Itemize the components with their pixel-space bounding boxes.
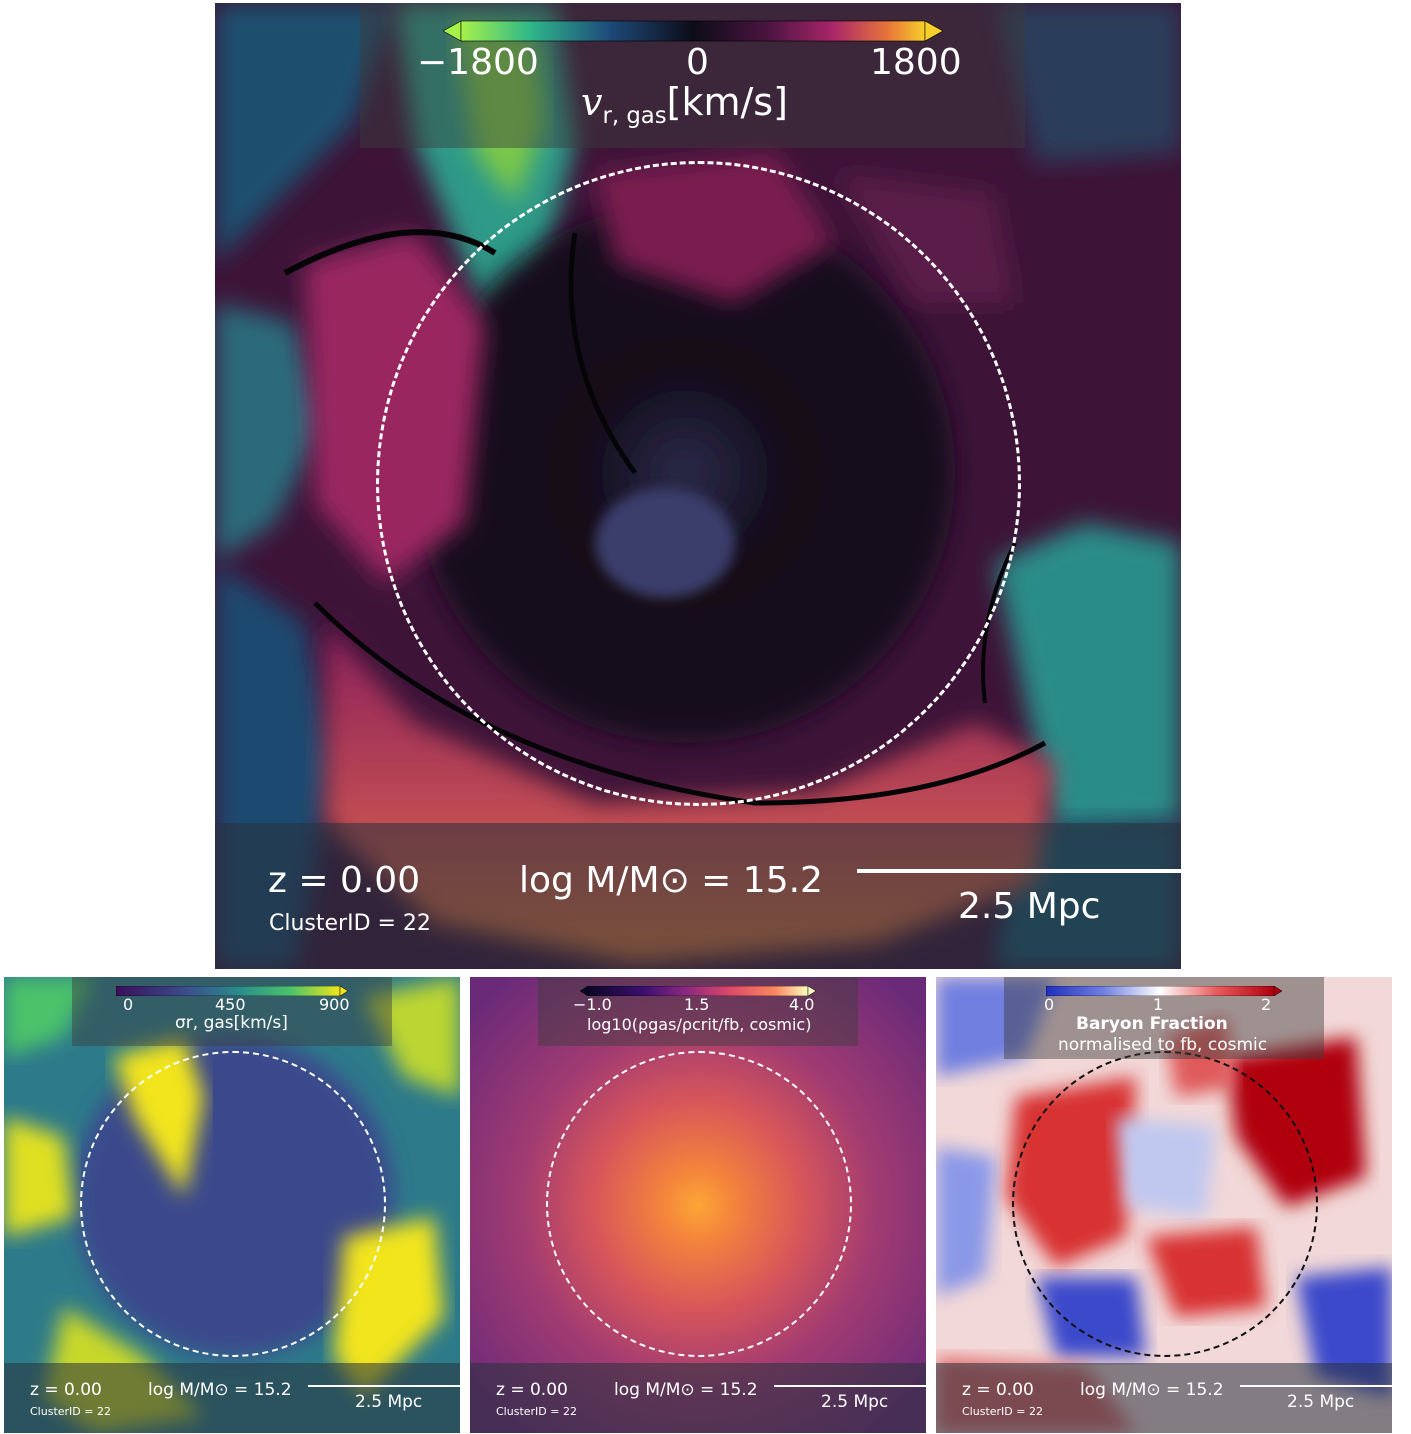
- redshift-label: z = 0.00: [962, 1380, 1034, 1400]
- redshift-label: z = 0.00: [30, 1380, 102, 1400]
- redshift-label: z = 0.00: [268, 860, 421, 901]
- colorbar-min-label: 0: [1044, 995, 1055, 1014]
- baryon-fraction-map-panel: 0 1 2 Baryon Fraction normalised to fb, …: [936, 977, 1392, 1433]
- colorbar-max-label: 1800: [870, 42, 962, 83]
- colorbar-min-label: −1800: [417, 42, 539, 83]
- colorbar-mid-label: 450: [215, 995, 246, 1014]
- redshift-label: z = 0.00: [496, 1380, 568, 1400]
- footer-band: [936, 1363, 1392, 1433]
- halo-mass-label: log M/M⊙ = 15.2: [519, 860, 823, 901]
- colorbar-quantity-label: vr, gas[km/s]: [581, 83, 788, 128]
- colorbar-unit: [km/s]: [666, 80, 788, 124]
- dispersion-colorbar: [116, 986, 348, 996]
- colorbar-min-label: 0: [123, 995, 134, 1014]
- footer-band: [4, 1363, 460, 1433]
- colorbar-mid-label: 1.5: [684, 995, 710, 1014]
- r200-dashed-circle: [546, 1051, 852, 1357]
- cluster-id-label: ClusterID = 22: [496, 1405, 577, 1418]
- main-velocity-map-panel: −1800 0 1800 vr, gas[km/s] z = 0.00 Clus…: [215, 3, 1181, 969]
- r200-dashed-circle: [80, 1051, 386, 1357]
- scale-bar-label: 2.5 Mpc: [958, 886, 1101, 927]
- colorbar-max-label: 900: [319, 995, 350, 1014]
- r200-dashed-circle: [376, 161, 1021, 806]
- colorbar-quantity-label: σr, gas[km/s]: [175, 1013, 288, 1033]
- colorbar-min-label: −1.0: [573, 995, 612, 1014]
- halo-mass-label: log M/M⊙ = 15.2: [1080, 1380, 1224, 1400]
- scale-bar: [857, 869, 1181, 873]
- cluster-id-label: ClusterID = 22: [269, 911, 431, 936]
- colorbar-quantity-label: log10(ρgas/ρcrit/fb, cosmic): [587, 1015, 812, 1034]
- velocity-colorbar: [443, 20, 943, 42]
- colorbar-mid-label: 1: [1153, 995, 1164, 1014]
- dispersion-map-panel: 0 450 900 σr, gas[km/s] z = 0.00 Cluster…: [4, 977, 460, 1433]
- scale-bar-label: 2.5 Mpc: [1287, 1392, 1355, 1412]
- cluster-id-label: ClusterID = 22: [30, 1405, 111, 1418]
- colorbar-quantity-subscript: r, gas: [602, 102, 667, 129]
- scale-bar-label: 2.5 Mpc: [821, 1392, 889, 1412]
- colorbar-max-label: 4.0: [789, 995, 815, 1014]
- colorbar-subtitle: normalised to fb, cosmic: [1058, 1035, 1268, 1055]
- colorbar-quantity-symbol: v: [581, 80, 603, 124]
- scale-bar-label: 2.5 Mpc: [355, 1392, 423, 1412]
- baryon-fraction-colorbar: [1046, 986, 1282, 996]
- density-map-panel: −1.0 1.5 4.0 log10(ρgas/ρcrit/fb, cosmic…: [470, 977, 926, 1433]
- scale-bar: [1240, 1385, 1392, 1387]
- scale-bar: [774, 1385, 926, 1387]
- halo-mass-label: log M/M⊙ = 15.2: [614, 1380, 758, 1400]
- density-colorbar: [580, 986, 816, 996]
- footer-band: [470, 1363, 926, 1433]
- cluster-id-label: ClusterID = 22: [962, 1405, 1043, 1418]
- colorbar-mid-label: 0: [686, 42, 709, 83]
- r200-dashed-circle: [1012, 1051, 1318, 1357]
- scale-bar: [308, 1385, 460, 1387]
- colorbar-max-label: 2: [1261, 995, 1272, 1014]
- colorbar-title: Baryon Fraction: [1076, 1014, 1228, 1034]
- halo-mass-label: log M/M⊙ = 15.2: [148, 1380, 292, 1400]
- footer-band: [215, 823, 1181, 969]
